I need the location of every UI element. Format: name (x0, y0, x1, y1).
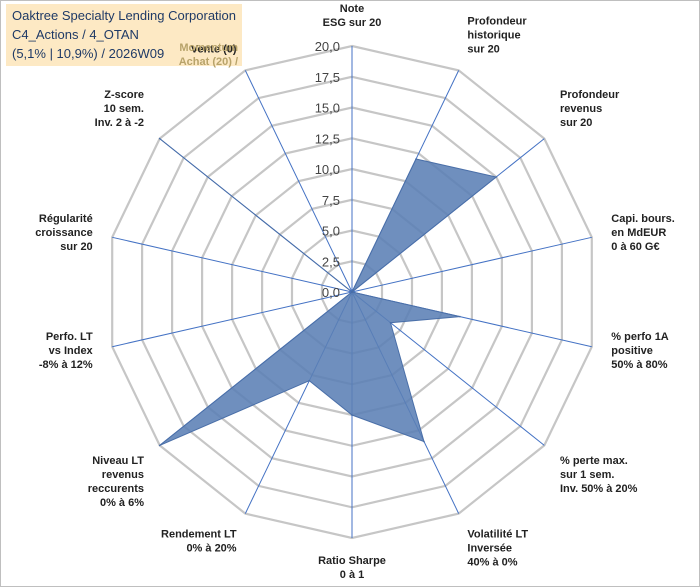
series-point (423, 440, 425, 443)
chart-period: (5,1% | 10,9%) / 2026W09 (12, 46, 165, 61)
category-label: % perfo 1A positive 50% à 80% (611, 331, 669, 371)
tick-label: 7,5 (322, 193, 340, 208)
tick-label: 2,5 (322, 254, 340, 269)
category-label: % perte max. sur 1 sem. Inv. 50% à 20% (560, 455, 638, 495)
tick-label: 17,5 (315, 70, 340, 85)
category-label: Z-score 10 sem. Inv. 2 à -2 (95, 89, 144, 129)
category-label: Note ESG sur 20 (323, 3, 382, 29)
legend-entry: Momentum (179, 42, 238, 54)
series-point (495, 176, 498, 178)
tick-label: 15,0 (315, 101, 340, 116)
category-label: Régularité croissance sur 20 (35, 213, 92, 253)
category-label: Ratio Sharpe 0 à 1 (318, 555, 386, 581)
axis-spoke (112, 236, 353, 293)
category-label: Niveau LT revenus reccurents 0% à 6% (88, 455, 145, 509)
series-point (459, 315, 461, 318)
tick-label: 5,0 (322, 224, 340, 239)
tick-label: 0,0 (322, 285, 340, 300)
series-point (308, 379, 311, 382)
legend: Momentum Achat (20) / (179, 42, 239, 68)
axis-spoke (112, 291, 353, 348)
chart-subtitle: C4_Actions / 4_OTAN (12, 27, 139, 42)
chart-title-box: Oaktree Specialty Lending Corporation C4… (6, 4, 242, 66)
category-label: Profondeur historique sur 20 (467, 15, 527, 55)
chart-title: Oaktree Specialty Lending Corporation (12, 8, 237, 23)
category-label: Vente (0) (191, 43, 237, 55)
radar-category-labels: Note ESG sur 20 Profondeur historique sur 20… (35, 3, 675, 581)
series-point (389, 321, 392, 324)
radar-series (158, 137, 498, 447)
axis-spoke (351, 236, 592, 293)
series-point (351, 414, 353, 416)
tick-label: 10,0 (315, 162, 340, 177)
legend-box (170, 38, 242, 66)
category-label: Rendement LT 0% à 20% (161, 529, 237, 555)
tick-label: 20,0 (315, 39, 340, 54)
series-point (351, 291, 353, 293)
series-point (415, 158, 417, 160)
category-label: Profondeur revenus sur 20 (560, 89, 620, 129)
radar-tick-labels: 0,0 2,5 5,0 7,5 10,0 12,5 15,0 17,5 20,0 (315, 39, 340, 300)
category-label: Volatilité LT Inversée 40% à 0% (467, 529, 528, 569)
axis-spoke (244, 70, 353, 293)
legend-entry: Achat (20) / (179, 56, 238, 68)
series-point (158, 444, 161, 447)
series-point (158, 137, 161, 140)
category-label: Capi. bours. en MdEUR 0 à 60 G€ (611, 213, 675, 253)
category-label: Perfo. LT vs Index -8% à 12% (39, 331, 94, 371)
tick-label: 12,5 (315, 131, 340, 146)
